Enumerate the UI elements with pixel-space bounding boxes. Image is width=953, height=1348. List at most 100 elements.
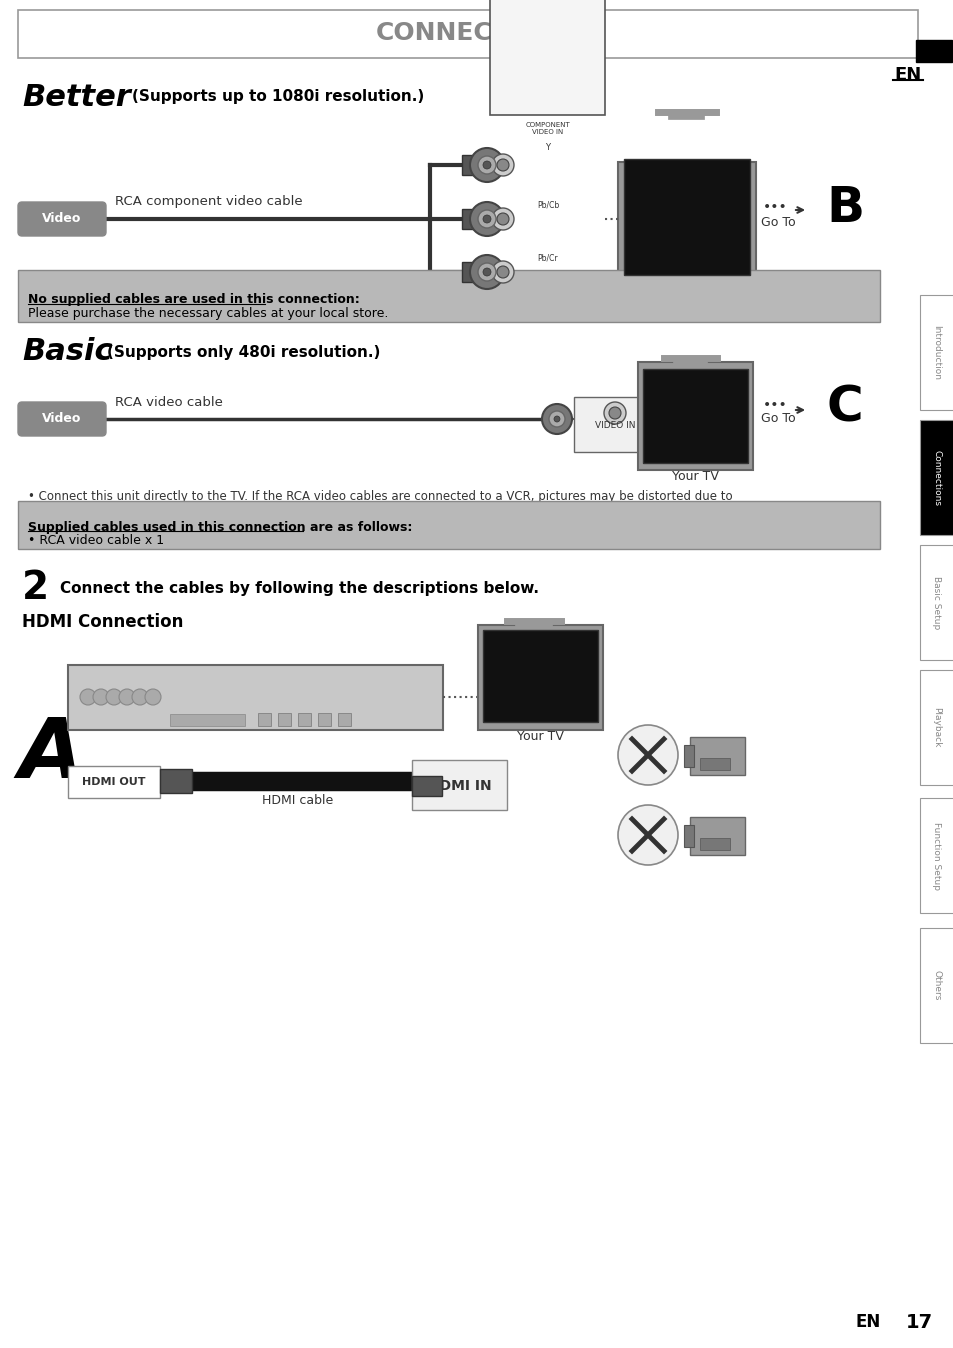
Circle shape	[470, 148, 503, 182]
Text: Basic: Basic	[22, 337, 112, 367]
Text: A: A	[18, 714, 82, 795]
Text: • Connect this unit directly to the TV. If the RCA video cables are connected to: • Connect this unit directly to the TV. …	[28, 491, 732, 518]
Text: 2: 2	[22, 569, 49, 607]
FancyBboxPatch shape	[461, 262, 483, 282]
Text: Your TV: Your TV	[516, 731, 563, 744]
Circle shape	[119, 689, 135, 705]
Text: •••: •••	[762, 398, 787, 412]
Circle shape	[106, 689, 122, 705]
Circle shape	[477, 263, 496, 280]
FancyBboxPatch shape	[919, 295, 953, 410]
Text: B: B	[825, 183, 863, 232]
FancyBboxPatch shape	[461, 155, 483, 175]
Text: • RCA video cable x 1: • RCA video cable x 1	[28, 535, 164, 547]
Circle shape	[608, 407, 620, 419]
FancyBboxPatch shape	[700, 838, 729, 851]
Text: EN: EN	[855, 1313, 881, 1330]
FancyBboxPatch shape	[915, 40, 951, 62]
Circle shape	[470, 202, 503, 236]
FancyBboxPatch shape	[68, 665, 442, 731]
FancyBboxPatch shape	[18, 202, 106, 236]
Circle shape	[618, 805, 678, 865]
Text: Introduction: Introduction	[931, 325, 941, 380]
FancyBboxPatch shape	[482, 630, 598, 723]
Circle shape	[497, 213, 509, 225]
Circle shape	[548, 411, 564, 427]
FancyBboxPatch shape	[477, 625, 602, 731]
Text: Better: Better	[22, 82, 131, 112]
Text: Go To: Go To	[760, 412, 795, 426]
FancyBboxPatch shape	[412, 760, 506, 810]
Text: Video: Video	[42, 213, 82, 225]
FancyBboxPatch shape	[412, 776, 441, 797]
Text: C: C	[825, 384, 862, 431]
Text: Supplied cables used in this connection are as follows:: Supplied cables used in this connection …	[28, 520, 412, 534]
Text: Others: Others	[931, 971, 941, 1000]
Text: COMPONENT
VIDEO IN: COMPONENT VIDEO IN	[525, 123, 570, 136]
FancyBboxPatch shape	[683, 745, 693, 767]
Text: HDMI OUT: HDMI OUT	[82, 776, 146, 787]
FancyBboxPatch shape	[18, 402, 106, 435]
Circle shape	[618, 725, 678, 785]
FancyBboxPatch shape	[18, 501, 879, 549]
FancyBboxPatch shape	[618, 162, 755, 301]
Circle shape	[92, 689, 109, 705]
Text: RCA video cable: RCA video cable	[115, 396, 223, 410]
Text: HDMI cable: HDMI cable	[262, 794, 334, 806]
Text: Your TV: Your TV	[671, 469, 718, 483]
FancyBboxPatch shape	[317, 713, 331, 727]
Text: EN: EN	[893, 66, 921, 84]
FancyBboxPatch shape	[160, 768, 192, 793]
Text: Pb/Cr: Pb/Cr	[537, 253, 558, 263]
Circle shape	[492, 208, 514, 231]
FancyBboxPatch shape	[297, 713, 311, 727]
FancyBboxPatch shape	[337, 713, 351, 727]
Text: VIDEO IN: VIDEO IN	[594, 421, 635, 430]
Circle shape	[145, 689, 161, 705]
Text: HDMI IN: HDMI IN	[428, 779, 492, 793]
FancyBboxPatch shape	[574, 398, 656, 452]
Circle shape	[497, 266, 509, 278]
FancyBboxPatch shape	[689, 737, 744, 775]
Circle shape	[80, 689, 96, 705]
Text: Your TV: Your TV	[663, 309, 710, 322]
FancyBboxPatch shape	[18, 270, 879, 322]
FancyBboxPatch shape	[68, 766, 160, 798]
FancyBboxPatch shape	[277, 713, 291, 727]
FancyBboxPatch shape	[700, 758, 729, 770]
FancyBboxPatch shape	[919, 798, 953, 913]
Text: Go To: Go To	[760, 216, 795, 229]
FancyBboxPatch shape	[170, 714, 245, 727]
Text: Y: Y	[545, 143, 550, 152]
Circle shape	[554, 417, 559, 422]
Circle shape	[603, 402, 625, 425]
Circle shape	[482, 214, 491, 222]
Circle shape	[470, 255, 503, 288]
Circle shape	[477, 156, 496, 174]
Circle shape	[482, 268, 491, 276]
FancyBboxPatch shape	[461, 209, 483, 229]
FancyBboxPatch shape	[490, 0, 604, 115]
Text: Connections: Connections	[931, 449, 941, 506]
Text: Basic Setup: Basic Setup	[931, 576, 941, 630]
FancyBboxPatch shape	[18, 9, 917, 58]
Text: Connect the cables by following the descriptions below.: Connect the cables by following the desc…	[60, 581, 538, 596]
FancyBboxPatch shape	[919, 421, 953, 535]
Text: Playback: Playback	[931, 708, 941, 748]
FancyBboxPatch shape	[623, 159, 749, 275]
Circle shape	[477, 210, 496, 228]
FancyBboxPatch shape	[683, 825, 693, 847]
Text: No supplied cables are used in this connection:: No supplied cables are used in this conn…	[28, 294, 359, 306]
FancyBboxPatch shape	[638, 363, 752, 470]
Text: HDMI Connection: HDMI Connection	[22, 613, 183, 631]
Text: 17: 17	[905, 1313, 932, 1332]
Text: •••: •••	[762, 200, 787, 214]
Circle shape	[132, 689, 148, 705]
Text: Video: Video	[42, 412, 82, 426]
Circle shape	[482, 160, 491, 168]
FancyBboxPatch shape	[689, 817, 744, 855]
Text: (Supports only 480i resolution.): (Supports only 480i resolution.)	[107, 345, 380, 360]
Circle shape	[497, 159, 509, 171]
Circle shape	[492, 262, 514, 283]
Circle shape	[541, 404, 572, 434]
